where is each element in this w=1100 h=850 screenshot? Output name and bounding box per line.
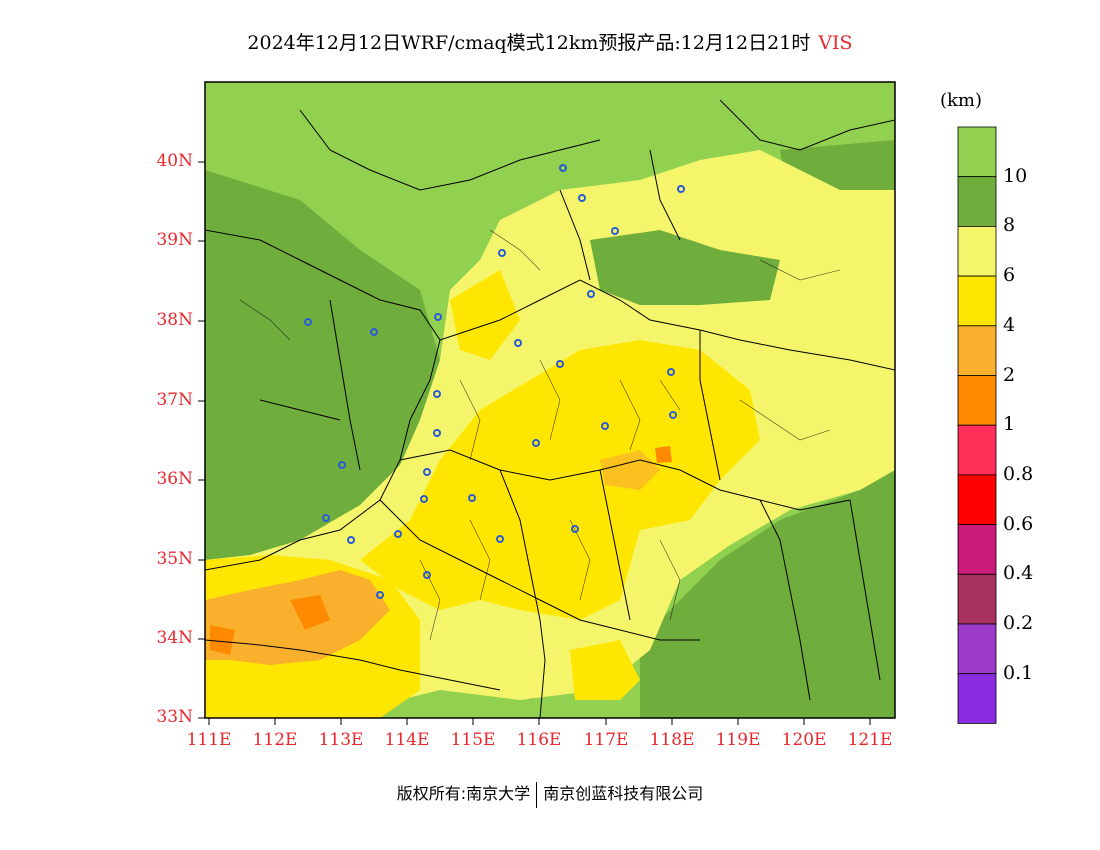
lat-label-36n: 36N	[156, 469, 193, 489]
colorbar-label: 6	[1003, 264, 1016, 287]
city-marker	[611, 227, 619, 235]
city-marker	[420, 495, 428, 503]
lat-label-34n: 34N	[156, 628, 193, 648]
map-fill	[205, 82, 895, 718]
colorbar-label: 10	[1003, 164, 1028, 187]
lon-label-114e: 114E	[384, 730, 430, 750]
title-text: 2024年12月12日WRF/cmaq模式12km预报产品:12月12日21时	[247, 32, 811, 54]
map-frame	[204, 81, 896, 719]
city-marker	[578, 194, 586, 202]
map-title: 2024年12月12日WRF/cmaq模式12km预报产品:12月12日21时 V…	[0, 28, 1100, 55]
colorbar-swatch	[957, 225, 997, 277]
city-marker	[423, 571, 431, 579]
county-lines	[239, 229, 841, 641]
lat-label-39n: 39N	[156, 230, 193, 250]
copyright-owner: 版权所有:南京大学	[396, 784, 531, 803]
city-marker	[496, 535, 504, 543]
city-marker	[468, 494, 476, 502]
city-marker	[370, 328, 378, 336]
lon-label-119e: 119E	[715, 730, 761, 750]
lat-label-40n: 40N	[156, 151, 193, 171]
colorbar	[957, 126, 997, 724]
city-marker	[347, 536, 355, 544]
city-marker	[532, 439, 540, 447]
copyright-company: 南京创蓝科技有限公司	[543, 784, 704, 803]
city-marker	[498, 249, 506, 257]
city-marker	[514, 339, 522, 347]
lat-label-38n: 38N	[156, 310, 193, 330]
footer-separator	[536, 781, 538, 808]
colorbar-label: 0.2	[1003, 612, 1034, 634]
lon-label-121e: 121E	[847, 730, 893, 750]
colorbar-swatch	[957, 126, 997, 178]
colorbar-label: 2	[1003, 363, 1016, 386]
city-marker	[587, 290, 595, 298]
colorbar-swatch	[957, 673, 997, 724]
colorbar-label: 1	[1003, 413, 1016, 436]
colorbar-swatch	[957, 573, 997, 625]
colorbar-swatch	[957, 275, 997, 327]
city-marker	[677, 185, 685, 193]
city-marker	[601, 422, 609, 430]
lon-label-115e: 115E	[450, 730, 496, 750]
lat-label-33n: 33N	[156, 707, 193, 727]
city-marker	[338, 461, 346, 469]
lon-label-111e: 111E	[186, 730, 232, 750]
colorbar-swatch	[957, 424, 997, 476]
city-marker	[669, 411, 677, 419]
colorbar-label: 8	[1003, 214, 1016, 237]
city-marker	[434, 313, 442, 321]
city-marker	[304, 318, 312, 326]
city-marker	[376, 591, 384, 599]
city-marker	[667, 368, 675, 376]
city-marker	[571, 525, 579, 533]
lon-label-112e: 112E	[252, 730, 298, 750]
boundary-lines	[205, 99, 895, 718]
variable-label: VIS	[818, 32, 853, 54]
colorbar-label: 0.4	[1003, 562, 1034, 585]
city-marker	[556, 360, 564, 368]
lon-label-117e: 117E	[583, 730, 629, 750]
colorbar-swatch	[957, 176, 997, 227]
colorbar-swatch	[957, 474, 997, 525]
lon-label-113e: 113E	[318, 730, 364, 750]
colorbar-swatch	[957, 325, 997, 376]
lat-label-35n: 35N	[156, 549, 193, 569]
colorbar-label: 0.6	[1003, 512, 1034, 535]
city-marker	[423, 468, 431, 476]
axis-ticks	[198, 161, 871, 725]
colorbar-unit: (km)	[940, 90, 983, 111]
city-marker	[433, 429, 441, 437]
copyright-footer: 版权所有:南京大学 南京创蓝科技有限公司	[0, 780, 1100, 808]
city-markers	[304, 164, 685, 599]
lat-label-37n: 37N	[156, 390, 193, 410]
city-marker	[433, 390, 441, 398]
colorbar-label: 4	[1003, 313, 1016, 336]
lon-label-118e: 118E	[649, 730, 695, 750]
colorbar-swatch	[957, 623, 997, 675]
colorbar-swatch	[957, 524, 997, 575]
city-marker	[394, 530, 402, 538]
city-marker	[559, 164, 567, 172]
city-marker	[322, 514, 330, 522]
lon-label-120e: 120E	[781, 730, 827, 750]
colorbar-swatch	[957, 375, 997, 426]
colorbar-label: 0.1	[1003, 661, 1034, 684]
lon-label-116e: 116E	[516, 730, 562, 750]
colorbar-label: 0.8	[1003, 462, 1034, 485]
